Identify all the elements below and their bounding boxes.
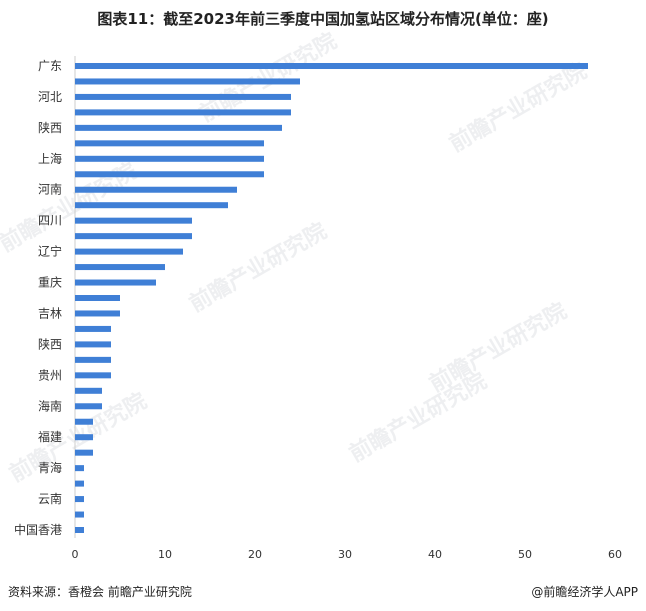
y-tick-label: 辽宁 bbox=[38, 244, 62, 259]
bar bbox=[75, 356, 111, 363]
x-tick-label: 60 bbox=[608, 548, 622, 561]
x-tick-label: 10 bbox=[158, 548, 172, 561]
x-tick-label: 50 bbox=[518, 548, 532, 561]
bar bbox=[75, 124, 282, 131]
y-tick-label: 重庆 bbox=[38, 276, 62, 290]
y-tick-label: 广东 bbox=[38, 59, 62, 73]
y-tick-label: 陕西 bbox=[38, 120, 62, 135]
bar bbox=[75, 109, 291, 116]
bar bbox=[75, 202, 228, 209]
y-tick-label: 青海 bbox=[38, 460, 62, 475]
bar bbox=[75, 140, 264, 147]
y-tick-label: 吉林 bbox=[38, 306, 62, 320]
bar bbox=[75, 403, 102, 410]
bar bbox=[75, 295, 120, 301]
bar bbox=[75, 418, 93, 425]
bar bbox=[75, 480, 84, 487]
bar bbox=[75, 387, 102, 394]
bar bbox=[75, 186, 237, 193]
x-tick-label: 20 bbox=[248, 548, 262, 561]
bar bbox=[75, 527, 84, 533]
bar bbox=[75, 93, 291, 100]
bar bbox=[75, 63, 588, 69]
y-tick-label: 中国香港 bbox=[14, 522, 62, 537]
y-tick-label: 贵州 bbox=[38, 368, 62, 382]
brand-label: @前瞻经济学人APP bbox=[531, 585, 638, 599]
bar bbox=[75, 372, 111, 379]
bar bbox=[75, 449, 93, 456]
y-tick-label: 河南 bbox=[38, 182, 62, 197]
x-tick-label: 0 bbox=[72, 548, 79, 561]
y-tick-label: 福建 bbox=[38, 429, 62, 444]
y-tick-label: 海南 bbox=[38, 398, 62, 413]
bar bbox=[75, 310, 120, 317]
bar bbox=[75, 434, 93, 441]
bar bbox=[75, 341, 111, 348]
x-tick-label: 30 bbox=[338, 548, 352, 561]
bar bbox=[75, 78, 300, 85]
bar bbox=[75, 496, 84, 503]
bar bbox=[75, 511, 84, 518]
bar bbox=[75, 217, 192, 224]
y-tick-label: 四川 bbox=[38, 214, 62, 228]
chart-title: 图表11：截至2023年前三季度中国加氢站区域分布情况(单位：座) bbox=[97, 10, 549, 28]
bar bbox=[75, 155, 264, 162]
source-note: 资料来源：香橙会 前瞻产业研究院 bbox=[8, 585, 192, 599]
y-tick-label: 陕西 bbox=[38, 336, 62, 351]
bar bbox=[75, 279, 156, 286]
x-tick-label: 40 bbox=[428, 548, 442, 561]
bar bbox=[75, 465, 84, 472]
bar bbox=[75, 233, 192, 240]
bar bbox=[75, 171, 264, 178]
bar bbox=[75, 264, 165, 271]
bar bbox=[75, 325, 111, 332]
y-tick-label: 河北 bbox=[38, 90, 62, 104]
y-tick-label: 上海 bbox=[38, 151, 62, 166]
bar bbox=[75, 248, 183, 255]
y-tick-label: 云南 bbox=[38, 491, 62, 506]
